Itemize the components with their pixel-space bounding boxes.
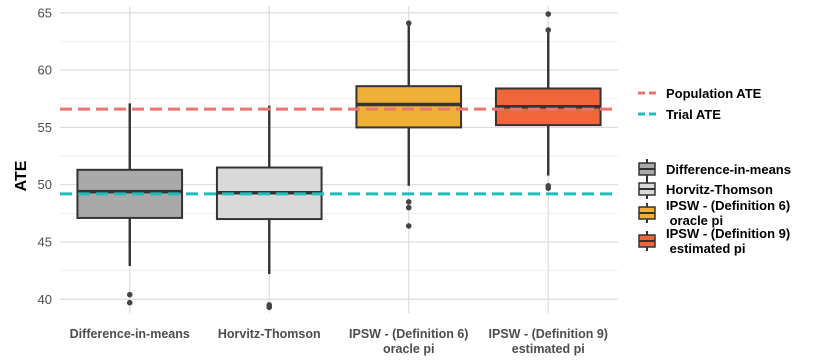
boxplot — [76, 103, 184, 306]
x-tick-label: Horvitz-Thomson — [218, 327, 321, 341]
legend-box-item: IPSW - (Definition 9) estimated pi — [638, 226, 790, 256]
legend-line-item: Population ATE — [638, 86, 762, 101]
y-tick-label: 55 — [38, 120, 52, 135]
reference-lines — [60, 107, 618, 196]
legend: Population ATE Trial ATE Difference-in-mea… — [638, 86, 791, 256]
y-axis-label: ATE — [13, 160, 30, 191]
outlier-point — [545, 185, 552, 191]
y-tick-label: 60 — [38, 63, 52, 78]
outlier-point — [126, 299, 133, 306]
x-tick-label: IPSW - (Definition 6) oracle pi — [349, 327, 468, 356]
legend-label-line: Horvitz-Thomson — [666, 182, 773, 197]
x-tick-line: oracle pi — [383, 342, 434, 356]
legend-box-label: Horvitz-Thomson — [666, 182, 773, 197]
legend-line-item: Trial ATE — [638, 107, 721, 122]
outlier-point — [405, 20, 412, 26]
legend-label-line: Difference-in-means — [666, 162, 791, 177]
legend-box-label: IPSW - (Definition 6) oracle pi — [666, 198, 790, 228]
x-tick-line: estimated pi — [512, 342, 585, 356]
x-tick-line: Horvitz-Thomson — [218, 327, 321, 341]
outlier-point — [126, 291, 133, 298]
x-tick-label: IPSW - (Definition 9) estimated pi — [489, 327, 608, 356]
legend-label-line: IPSW - (Definition 6) — [666, 198, 790, 213]
y-tick-label: 65 — [38, 5, 52, 20]
x-tick-line: IPSW - (Definition 6) — [349, 327, 468, 341]
outlier-point — [545, 27, 552, 33]
y-tick-label: 50 — [38, 177, 52, 192]
box-iqr — [76, 168, 184, 219]
legend-label-line: oracle pi — [666, 213, 723, 228]
x-axis-ticks: Difference-in-means Horvitz-Thomson IPSW -… — [70, 327, 608, 356]
box-iqr — [355, 85, 463, 129]
outlier-point — [545, 11, 552, 17]
boxplots — [76, 11, 602, 311]
legend-box-label: Difference-in-means — [666, 162, 791, 177]
legend-box-label: IPSW - (Definition 9) estimated pi — [666, 226, 790, 256]
outlier-point — [405, 223, 412, 229]
legend-line-label: Trial ATE — [666, 107, 721, 122]
y-axis-ticks: 40 45 50 55 60 65 — [38, 5, 52, 306]
x-tick-line: Difference-in-means — [70, 327, 190, 341]
outlier-point — [405, 199, 412, 205]
outlier-point — [405, 204, 412, 211]
outlier-point — [266, 304, 273, 311]
y-tick-label: 45 — [38, 234, 52, 249]
boxplot — [494, 11, 602, 191]
grid-lines — [60, 6, 618, 313]
legend-box-item: IPSW - (Definition 6) oracle pi — [638, 198, 790, 228]
legend-box-item: Difference-in-means — [638, 159, 791, 179]
legend-box-item: Horvitz-Thomson — [638, 179, 773, 199]
legend-label-line: IPSW - (Definition 9) — [666, 226, 790, 241]
x-tick-line: IPSW - (Definition 9) — [489, 327, 608, 341]
legend-line-label: Population ATE — [666, 86, 762, 101]
legend-label-line: estimated pi — [666, 241, 745, 256]
boxplot — [355, 20, 463, 229]
y-tick-label: 40 — [38, 292, 52, 307]
x-tick-label: Difference-in-means — [70, 327, 190, 341]
